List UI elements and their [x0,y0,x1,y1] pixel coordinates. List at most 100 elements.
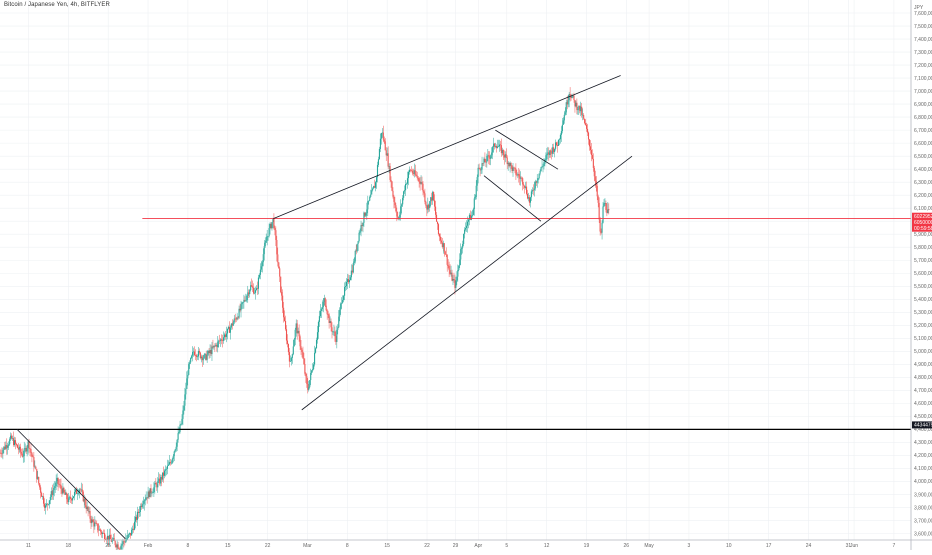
y-tick-label: 5,100,000 [914,336,932,342]
support-price-tag-bg [912,421,932,429]
candle-body [299,336,301,347]
candle-body [480,169,482,171]
candle-body [332,331,334,333]
candle-body [351,270,353,273]
candle-body [219,340,221,342]
candle-body [247,292,249,296]
candle-body [13,438,15,446]
last-price-tag-text: 6050000 [914,220,932,226]
candle-body [78,489,80,494]
candle-body [607,209,609,214]
candle-body [435,206,437,215]
candle-body [525,186,527,188]
candle-body [497,146,500,148]
y-tick-label: 7,500,000 [914,24,932,30]
candle-body [518,174,520,177]
candle-body [462,243,464,248]
candle-body [499,144,501,146]
y-tick-label: 4,000,000 [914,479,932,485]
candle-body [360,225,362,232]
candle-body [592,158,594,168]
candle-body [578,105,580,110]
candle-body [2,449,4,454]
candle-body [333,331,335,333]
candle-body [232,322,234,326]
candle-body [149,488,151,498]
x-tick-label: Feb [144,543,153,549]
candle-body [304,364,306,374]
candle-body [388,166,390,167]
candle-body [0,452,1,454]
candle-body [505,154,507,158]
candle-body [584,118,586,124]
candle-body [395,205,397,212]
candle-body [187,374,189,379]
candle-body [62,487,64,494]
grid [0,0,911,540]
candle-body [150,488,152,494]
candle-body [190,358,192,363]
candle-body [96,523,98,524]
candle-body [581,106,583,116]
candle-body [10,435,12,440]
candle-body [474,196,476,199]
candle-body [284,320,287,330]
candle-body [538,173,540,179]
candle-body [536,180,538,183]
candle-body [260,266,262,270]
candle-body [97,523,99,531]
candle-body [370,194,372,197]
candle-body [438,234,440,237]
candle-body [243,299,245,303]
y-tick-label: 5,400,000 [914,297,932,303]
candle-body [64,491,66,495]
candle-body [280,276,282,292]
candle-body [331,327,333,332]
candle-body [69,496,71,498]
y-tick-label: 6,800,000 [914,115,932,121]
candle-body [392,190,394,197]
candle-body [363,212,365,223]
candle-body [393,196,395,202]
y-tick-label: 5,200,000 [914,323,932,329]
candle-body [277,254,279,263]
candle-body [283,307,285,318]
candle-body [208,350,210,354]
candle-body [509,162,511,167]
candle-body [605,203,607,211]
candle-body [496,146,499,148]
candle-body [95,522,97,524]
candle-body [99,529,101,531]
y-tick-label: 5,700,000 [914,258,932,264]
candle-body [361,225,363,226]
candle-body [27,441,29,448]
candle-body [487,155,489,156]
candle-body [484,158,486,163]
candle-body [411,170,413,173]
candle-body [336,329,338,342]
candle-body [409,169,411,171]
candle-body [550,150,552,152]
candle-body [447,264,449,266]
candle-body [364,212,366,216]
candle-body [311,370,313,373]
candle-body [65,493,67,495]
candle-body [112,538,114,540]
candle-body [384,141,386,151]
candle-body [274,228,276,231]
candle-body [405,184,407,191]
candle-body [104,538,107,540]
y-axis-currency: JPY [914,5,924,11]
candle-body [31,452,33,457]
candle-body [513,167,515,169]
candle-body [295,323,297,330]
candle-body [210,349,212,355]
candle-body [426,205,428,210]
candle-body [490,155,492,159]
candle-body [17,447,19,450]
y-tick-label: 4,900,000 [914,362,932,368]
candle-body [103,533,106,539]
candle-body [434,200,436,207]
